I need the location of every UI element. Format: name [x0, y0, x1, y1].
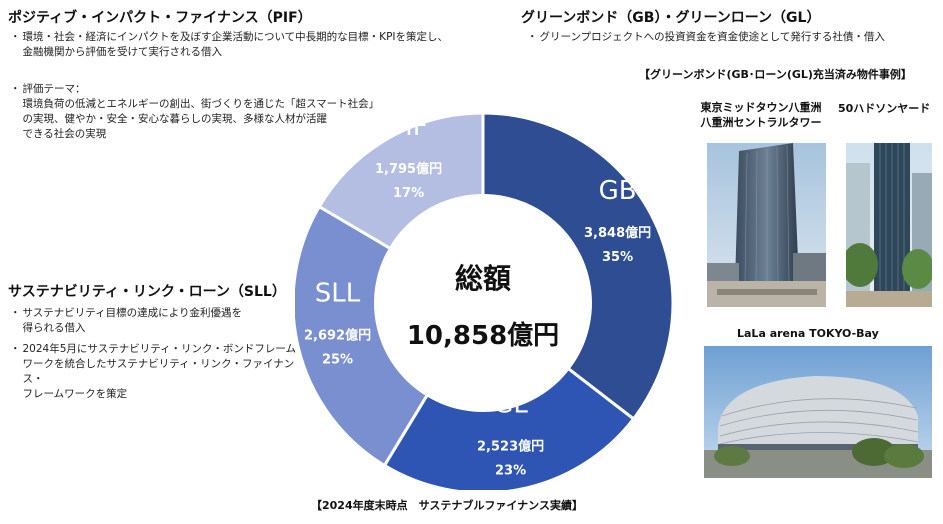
slice-name-sll: SLL: [315, 279, 361, 309]
slice-name-gb: GB: [599, 176, 637, 206]
lala-arena-photo: [704, 346, 932, 478]
center-label: 総額: [455, 262, 511, 295]
slice-pct-gb: 35%: [602, 250, 633, 265]
footer-caption: 【2024年度末時点 サステナブルファイナンス実績】: [311, 499, 583, 512]
sll-title: サステナビリティ・リンク・ローン（SLL）: [8, 284, 286, 300]
slice-value-sll: 2,692億円: [304, 328, 371, 344]
total-value: 10,858億円: [407, 321, 559, 351]
donut-hole: [374, 194, 592, 412]
bullet-dot: ・: [10, 307, 21, 319]
sustainable-finance-donut-chart: 総額 10,858億円 GB 3,848億円 35% GL 2,523億円 23% SLL 2…: [295, 111, 675, 490]
yaesu-tower-photo: [707, 143, 826, 307]
bullet-dot: ・: [10, 31, 21, 43]
case-label-hudson: 50ハドソンヤード: [838, 102, 931, 115]
gb-title: グリーンボンド（GB）・グリーンローン（GL）: [521, 10, 821, 26]
bullet-dot: ・: [10, 343, 21, 355]
pif-theme: 評価テーマ： 環境負荷の低減とエネルギーの創出、街づくりを通じた「超スマート社会…: [22, 83, 380, 140]
slice-value-gb: 3,848億円: [584, 225, 651, 241]
hudson-yards-photo: [846, 143, 932, 307]
bullet-dot: ・: [527, 31, 538, 43]
gb-desc-item: ・ グリーンプロジェクトへの投資資金を資金使途として発行する社債・借入: [527, 30, 937, 45]
case-label-lala: LaLa arena TOKYO-Bay: [737, 327, 879, 340]
bullet-dot: ・: [10, 83, 21, 95]
slice-pct-sll: 25%: [322, 353, 353, 368]
sll-item-2-text: 2024年5月にサステナビリティ・リンク・ボンドフレーム ワークを統合したサステ…: [22, 343, 297, 400]
slice-value-pif: 1,795億円: [375, 161, 442, 177]
slice-name-pif: PIF: [389, 112, 427, 142]
slice-pct-pif: 17%: [393, 186, 424, 201]
pif-desc-item: ・ 環境・社会・経済にインパクトを及ぼす企業活動について中長期的な目標・KPIを…: [10, 30, 500, 60]
pif-desc: 環境・社会・経済にインパクトを及ぼす企業活動について中長期的な目標・KPIを策定…: [22, 31, 449, 58]
sll-item-1: ・ サステナビリティ目標の達成により金利優遇を 得られる借入: [10, 306, 300, 336]
pif-theme-item: ・ 評価テーマ： 環境負荷の低減とエネルギーの創出、街づくりを通じた「超スマート…: [10, 82, 420, 142]
slice-labels: GB 3,848億円 35% GL 2,523億円 23% SLL 2,692億円 25% PIF…: [304, 112, 651, 479]
sll-item-1-text: サステナビリティ目標の達成により金利優遇を 得られる借入: [22, 307, 242, 334]
case-label-yaesu: 東京ミッドタウン八重洲 八重洲セントラルタワー: [700, 101, 822, 129]
slice-pct-gl: 23%: [495, 463, 526, 478]
slice-name-gl: GL: [493, 389, 528, 419]
pif-title: ポジティブ・インパクト・ファイナンス（PIF）: [8, 10, 312, 26]
cases-title: 【グリーンボンド(GB･ローン(GL)充当済み物件事例】: [639, 68, 912, 81]
slice-value-gl: 2,523億円: [477, 438, 544, 454]
gb-desc: グリーンプロジェクトへの投資資金を資金使途として発行する社債・借入: [539, 31, 885, 43]
sll-item-2: ・ 2024年5月にサステナビリティ・リンク・ボンドフレーム ワークを統合したサ…: [10, 342, 300, 402]
